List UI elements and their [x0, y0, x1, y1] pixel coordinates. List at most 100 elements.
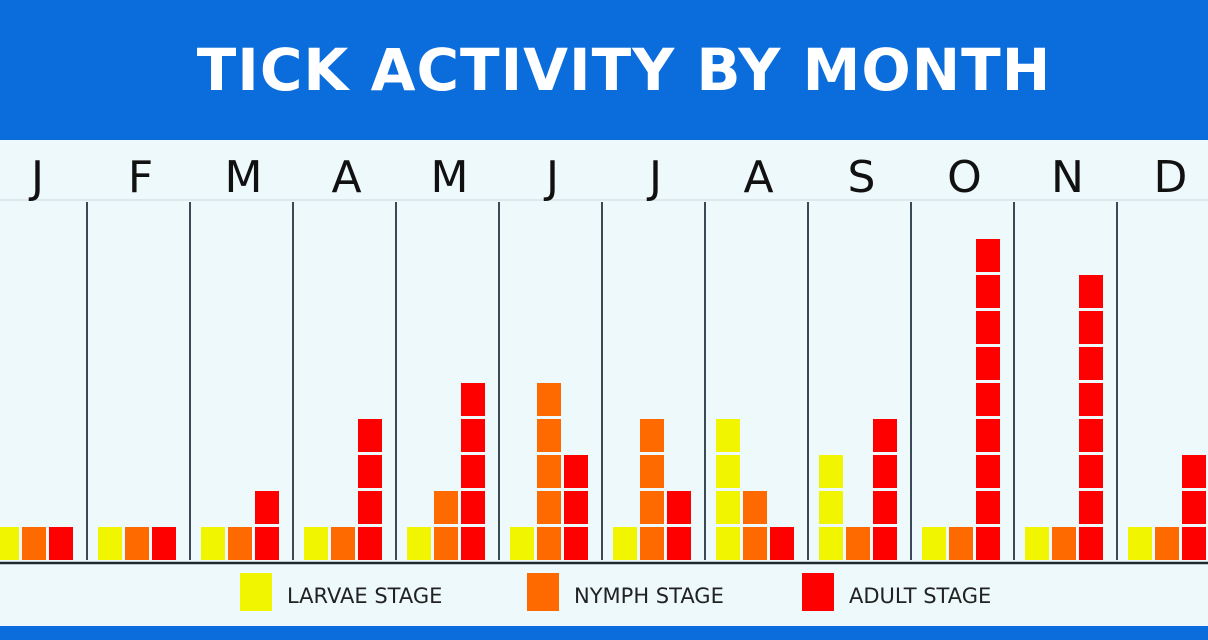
block-adult-stage — [667, 527, 691, 560]
block-adult-stage — [461, 455, 485, 488]
block-adult-stage — [1079, 491, 1103, 524]
block-adult-stage — [358, 455, 382, 488]
block-adult-stage — [976, 455, 1000, 488]
block-nymph-stage — [537, 491, 561, 524]
block-nymph-stage — [228, 527, 252, 560]
block-adult-stage — [976, 491, 1000, 524]
block-adult-stage — [873, 491, 897, 524]
block-adult-stage — [152, 527, 176, 560]
block-nymph-stage — [949, 527, 973, 560]
block-larvae-stage — [716, 527, 740, 560]
block-adult-stage — [255, 527, 279, 560]
block-larvae-stage — [304, 527, 328, 560]
block-adult-stage — [358, 527, 382, 560]
block-larvae-stage — [819, 455, 843, 488]
block-nymph-stage — [1155, 527, 1179, 560]
block-nymph-stage — [640, 419, 664, 452]
block-adult-stage — [564, 527, 588, 560]
block-adult-stage — [1079, 347, 1103, 380]
month-label: S — [848, 152, 876, 203]
block-larvae-stage — [1025, 527, 1049, 560]
block-larvae-stage — [922, 527, 946, 560]
block-adult-stage — [976, 419, 1000, 452]
block-adult-stage — [873, 455, 897, 488]
block-nymph-stage — [434, 491, 458, 524]
block-nymph-stage — [125, 527, 149, 560]
block-larvae-stage — [407, 527, 431, 560]
block-larvae-stage — [716, 455, 740, 488]
block-larvae-stage — [819, 527, 843, 560]
block-nymph-stage — [743, 527, 767, 560]
block-adult-stage — [770, 527, 794, 560]
block-larvae-stage — [510, 527, 534, 560]
block-adult-stage — [1182, 455, 1206, 488]
block-adult-stage — [1079, 419, 1103, 452]
block-nymph-stage — [537, 383, 561, 416]
month-label: N — [1051, 152, 1084, 203]
block-adult-stage — [1079, 455, 1103, 488]
block-nymph-stage — [22, 527, 46, 560]
block-adult-stage — [1182, 527, 1206, 560]
month-label: J — [646, 152, 662, 203]
block-adult-stage — [358, 419, 382, 452]
block-adult-stage — [1079, 527, 1103, 560]
month-label: O — [947, 152, 982, 203]
block-larvae-stage — [819, 491, 843, 524]
block-adult-stage — [667, 491, 691, 524]
chart-header: TICK ACTIVITY BY MONTH — [0, 0, 1208, 140]
chart: J F M A M J J A S O N D LARVAE STAGE NYMPH STAGE ADULT… — [0, 152, 1208, 611]
block-nymph-stage — [640, 527, 664, 560]
chart-title: TICK ACTIVITY BY MONTH — [196, 36, 1052, 104]
block-adult-stage — [873, 527, 897, 560]
block-larvae-stage — [613, 527, 637, 560]
block-nymph-stage — [331, 527, 355, 560]
block-nymph-stage — [537, 455, 561, 488]
block-adult-stage — [976, 347, 1000, 380]
block-larvae-stage — [201, 527, 225, 560]
block-nymph-stage — [537, 419, 561, 452]
block-adult-stage — [976, 383, 1000, 416]
month-label: J — [28, 152, 44, 203]
block-adult-stage — [255, 491, 279, 524]
month-label: M — [431, 152, 469, 203]
block-adult-stage — [461, 491, 485, 524]
block-nymph-stage — [846, 527, 870, 560]
month-label: J — [543, 152, 559, 203]
block-larvae-stage — [98, 527, 122, 560]
block-adult-stage — [461, 383, 485, 416]
block-larvae-stage — [716, 491, 740, 524]
block-adult-stage — [976, 239, 1000, 272]
block-adult-stage — [49, 527, 73, 560]
block-adult-stage — [976, 275, 1000, 308]
month-label: A — [743, 152, 773, 203]
block-nymph-stage — [743, 491, 767, 524]
block-adult-stage — [1079, 383, 1103, 416]
block-larvae-stage — [1128, 527, 1152, 560]
block-nymph-stage — [640, 455, 664, 488]
legend-swatch — [527, 573, 559, 611]
month-label: A — [331, 152, 361, 203]
block-adult-stage — [358, 491, 382, 524]
block-nymph-stage — [434, 527, 458, 560]
legend-swatch — [802, 573, 834, 611]
block-adult-stage — [873, 419, 897, 452]
legend-label: LARVAE STAGE — [287, 584, 442, 608]
block-adult-stage — [1079, 311, 1103, 344]
block-larvae-stage — [716, 419, 740, 452]
legend-swatch — [240, 573, 272, 611]
block-adult-stage — [461, 527, 485, 560]
month-label: D — [1154, 152, 1188, 203]
month-label: F — [128, 152, 153, 203]
month-label: M — [225, 152, 263, 203]
block-nymph-stage — [640, 491, 664, 524]
block-adult-stage — [1182, 491, 1206, 524]
block-adult-stage — [1079, 275, 1103, 308]
legend-label: NYMPH STAGE — [574, 584, 724, 608]
legend-label: ADULT STAGE — [849, 584, 991, 608]
block-adult-stage — [976, 311, 1000, 344]
block-nymph-stage — [1052, 527, 1076, 560]
block-adult-stage — [564, 491, 588, 524]
block-adult-stage — [564, 455, 588, 488]
block-adult-stage — [461, 419, 485, 452]
block-adult-stage — [976, 527, 1000, 560]
